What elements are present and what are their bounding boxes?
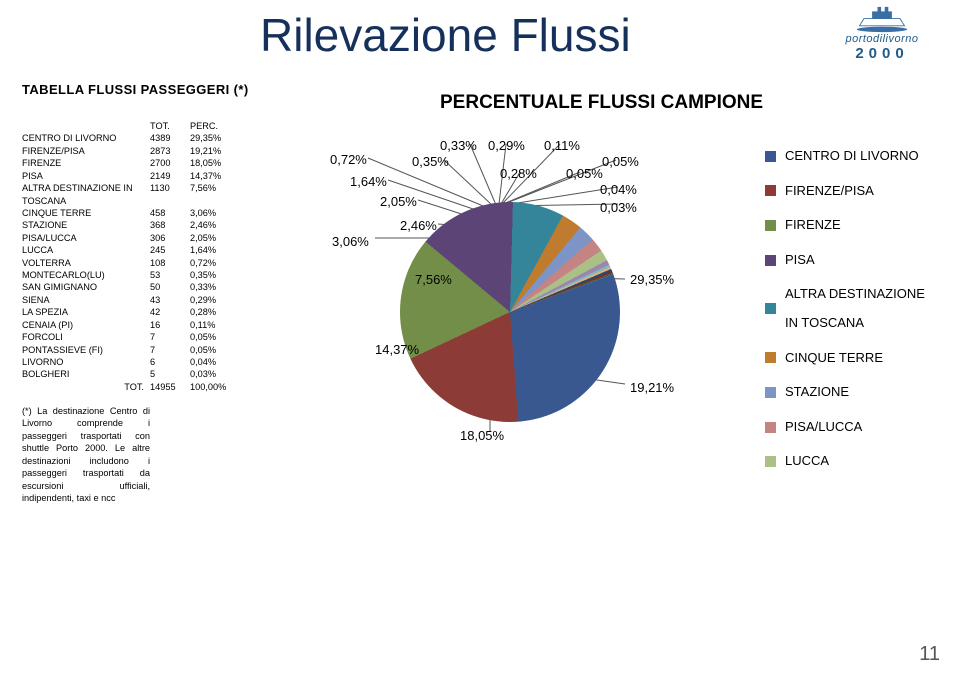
pie-label: 2,05% bbox=[380, 194, 417, 209]
legend-item: FIRENZE/PISA bbox=[765, 177, 940, 206]
legend-item: PISA/LUCCA bbox=[765, 413, 940, 442]
page-title: Rilevazione Flussi bbox=[260, 8, 631, 62]
pie-label: 2,46% bbox=[400, 218, 437, 233]
pie-label: 0,11% bbox=[544, 138, 580, 153]
table-row: STAZIONE3682,46% bbox=[22, 219, 242, 231]
logo-text-2: 2000 bbox=[855, 45, 908, 62]
table-row: CENTRO DI LIVORNO438929,35% bbox=[22, 132, 242, 144]
legend-item: LUCCA bbox=[765, 447, 940, 476]
pie-label: 19,21% bbox=[630, 380, 674, 395]
table-row: VOLTERRA1080,72% bbox=[22, 257, 242, 269]
chart-legend: CENTRO DI LIVORNO FIRENZE/PISA FIRENZE PISA… bbox=[765, 142, 940, 482]
table-row: LUCCA2451,64% bbox=[22, 244, 242, 256]
pie-chart bbox=[400, 202, 620, 422]
table-row: LA SPEZIA420,28% bbox=[22, 306, 242, 318]
table-row: SIENA430,29% bbox=[22, 294, 242, 306]
table-row: CENAIA (PI)160,11% bbox=[22, 319, 242, 331]
pie-label: 3,06% bbox=[332, 234, 369, 249]
pie-label: 0,72% bbox=[330, 152, 367, 167]
legend-item: ALTRA DESTINAZIONE IN TOSCANA bbox=[765, 280, 940, 337]
chart-area: PERCENTUALE FLUSSI CAMPIONE 29,35% 19,21%… bbox=[290, 92, 940, 572]
pie-label: 0,05% bbox=[566, 166, 603, 181]
table-row: PISA/LUCCA3062,05% bbox=[22, 232, 242, 244]
pie-label: 0,29% bbox=[488, 138, 525, 153]
table-row: PISA214914,37% bbox=[22, 170, 242, 182]
pie-label: 1,64% bbox=[350, 174, 387, 189]
legend-item: CENTRO DI LIVORNO bbox=[765, 142, 940, 171]
table-row: FIRENZE/PISA287319,21% bbox=[22, 145, 242, 157]
footnote: (*) La destinazione Centro di Livorno co… bbox=[22, 405, 150, 504]
pie-label: 18,05% bbox=[460, 428, 504, 443]
pie-label: 7,56% bbox=[415, 272, 452, 287]
pie-wrap: 29,35% 19,21% 18,05% 14,37% 7,56% 3,06% 2,46% 2… bbox=[320, 132, 700, 472]
page-number: 11 bbox=[919, 643, 940, 666]
table-row: FIRENZE270018,05% bbox=[22, 157, 242, 169]
ship-icon bbox=[845, 6, 919, 33]
table-row: SAN GIMIGNANO500,33% bbox=[22, 281, 242, 293]
table-row: PONTASSIEVE (FI)70,05% bbox=[22, 344, 242, 356]
pie-label: 0,33% bbox=[440, 138, 477, 153]
pie-label: 14,37% bbox=[375, 342, 419, 357]
table-row: LIVORNO60,04% bbox=[22, 356, 242, 368]
pie-label: 0,04% bbox=[600, 182, 637, 197]
table-row: FORCOLI70,05% bbox=[22, 331, 242, 343]
legend-item: FIRENZE bbox=[765, 211, 940, 240]
table-row: BOLGHERI50,03% bbox=[22, 368, 242, 380]
legend-item: STAZIONE bbox=[765, 378, 940, 407]
pie-label: 0,03% bbox=[600, 200, 637, 215]
table-row: MONTECARLO(LU)530,35% bbox=[22, 269, 242, 281]
logo-text-1: portodilivorno bbox=[845, 33, 918, 45]
chart-title: PERCENTUALE FLUSSI CAMPIONE bbox=[440, 92, 763, 114]
table-row: CINQUE TERRE4583,06% bbox=[22, 207, 242, 219]
logo: portodilivorno 2000 bbox=[822, 6, 942, 62]
data-table: TOT.PERC.CENTRO DI LIVORNO438929,35%FIRE… bbox=[22, 120, 242, 393]
pie-label: 29,35% bbox=[630, 272, 674, 287]
pie-label: 0,05% bbox=[602, 154, 639, 169]
legend-item: CINQUE TERRE bbox=[765, 344, 940, 373]
pie-label: 0,28% bbox=[500, 166, 537, 181]
legend-item: PISA bbox=[765, 246, 940, 275]
table-row: ALTRA DESTINAZIONE IN TOSCANA11307,56% bbox=[22, 182, 242, 207]
pie-label: 0,35% bbox=[412, 154, 449, 169]
table-subtitle: TABELLA FLUSSI PASSEGGERI (*) bbox=[22, 82, 249, 97]
